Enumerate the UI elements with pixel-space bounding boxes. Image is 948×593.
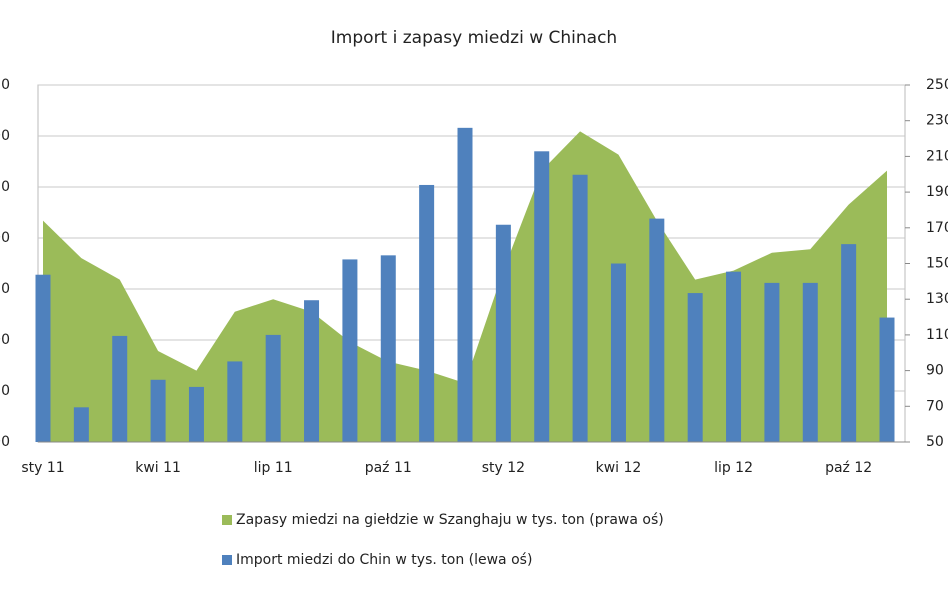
x-tick-label: sty 11	[21, 460, 64, 476]
bar	[188, 386, 204, 442]
y2-tick-label: 210	[926, 148, 948, 164]
area	[43, 131, 887, 442]
y2-tick-label: 250	[926, 77, 948, 93]
bar	[495, 224, 511, 442]
bar	[726, 271, 742, 442]
bar	[457, 127, 473, 442]
bar	[534, 151, 550, 443]
bar	[841, 244, 857, 442]
bar	[304, 300, 320, 442]
y2-tick-label: 50	[926, 434, 944, 450]
x-tick-label: kwi 11	[135, 460, 181, 476]
bar	[802, 282, 818, 442]
legend-swatch	[222, 555, 232, 565]
y-tick-label: 450	[0, 77, 10, 93]
y2-tick-label: 170	[926, 220, 948, 236]
y-tick-label: 200	[0, 332, 10, 348]
y2-tick-label: 70	[926, 398, 944, 414]
chart-title: Import i zapasy miedzi w Chinach	[331, 28, 617, 48]
legend-label: Import miedzi do Chin w tys. ton (lewa o…	[236, 552, 532, 568]
bar	[35, 274, 51, 442]
bar	[610, 263, 626, 442]
y2-tick-label: 110	[926, 327, 948, 343]
x-tick-label: kwi 12	[596, 460, 642, 476]
legend-swatch	[222, 515, 232, 525]
x-tick-label: sty 12	[482, 460, 525, 476]
bar	[150, 379, 166, 442]
y2-tick-label: 230	[926, 113, 948, 129]
bar	[687, 293, 703, 442]
y2-tick-label: 130	[926, 291, 948, 307]
bar	[879, 317, 895, 442]
y-tick-label: 100	[0, 434, 10, 450]
bar	[419, 184, 435, 442]
x-tick-label: paź 11	[365, 460, 412, 476]
x-tick-label: lip 12	[714, 460, 753, 476]
y2-tick-label: 190	[926, 184, 948, 200]
y-tick-label: 300	[0, 230, 10, 246]
x-tick-label: lip 11	[254, 460, 293, 476]
legend-label: Zapasy miedzi na giełdzie w Szanghaju w …	[236, 512, 664, 528]
bar	[342, 259, 358, 442]
bar	[265, 334, 281, 442]
bar	[112, 335, 128, 442]
x-tick-label: paź 12	[825, 460, 872, 476]
bar	[227, 361, 243, 442]
bar	[73, 407, 89, 442]
bar	[572, 174, 588, 442]
y-tick-label: 250	[0, 281, 10, 297]
y-tick-label: 350	[0, 179, 10, 195]
y2-tick-label: 90	[926, 363, 944, 379]
y-tick-label: 400	[0, 128, 10, 144]
bar	[764, 282, 780, 442]
y2-tick-label: 150	[926, 256, 948, 272]
bar	[649, 218, 665, 442]
bar	[380, 255, 396, 442]
y-tick-label: 150	[0, 383, 10, 399]
